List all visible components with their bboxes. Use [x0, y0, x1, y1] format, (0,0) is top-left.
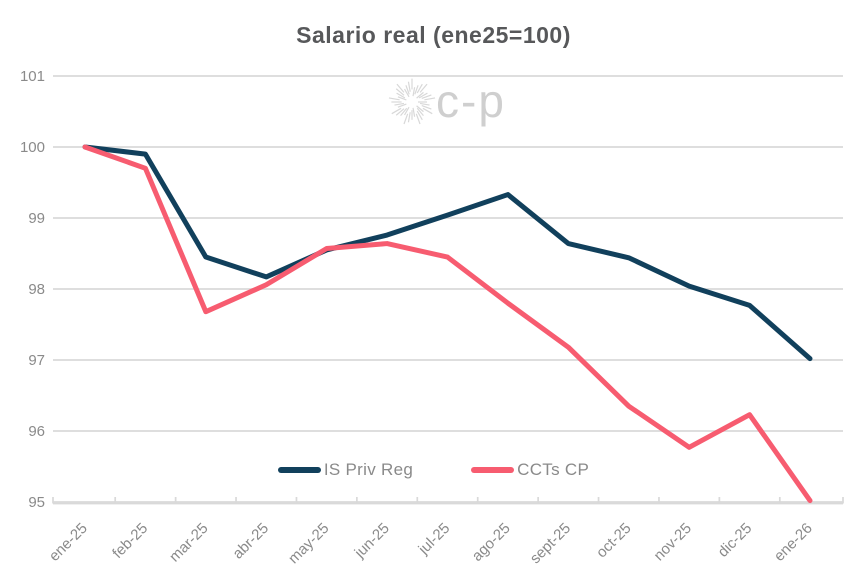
watermark-text: c-p: [436, 75, 506, 127]
sunburst-ray: [388, 97, 400, 101]
x-tick-label: mar-25: [166, 520, 212, 566]
legend-label: CCTs CP: [517, 460, 590, 479]
sunburst-ray: [397, 103, 407, 108]
y-tick-label: 99: [28, 210, 45, 227]
series-layer: [82, 144, 813, 504]
sunburst-ray: [396, 92, 406, 99]
sunburst-ray: [419, 83, 428, 93]
sunburst-ray: [424, 97, 436, 101]
sunburst-ray: [416, 83, 423, 94]
sunburst-ray: [391, 107, 402, 115]
legend: IS Priv Reg CCTs CP: [0, 460, 867, 480]
legend-swatch-pink-icon: [471, 467, 515, 473]
sunburst-ray: [416, 107, 424, 117]
axis-labels: 95 96 97 98 99 100 101 ene-25 feb-25 mar-25 abr-25…: [20, 68, 816, 567]
legend-item-ccts-cp: CCTs CP: [471, 460, 589, 480]
x-tick-label: ene-25: [46, 520, 91, 565]
x-tick-label: dic-25: [714, 520, 755, 561]
sunburst-ray: [403, 113, 409, 125]
x-tick-label: ene-26: [771, 520, 816, 565]
y-tick-label: 100: [20, 139, 45, 156]
sunburst-ray: [416, 105, 424, 113]
sunburst-ray: [421, 104, 432, 110]
x-tick-label: nov-25: [651, 520, 695, 564]
x-tick-label: abr-25: [229, 520, 272, 563]
sunburst-ray: [403, 106, 410, 116]
sunburst-ray: [395, 108, 405, 116]
y-tick-label: 101: [20, 68, 45, 85]
sunburst-icon: [388, 78, 436, 125]
sunburst-ray: [418, 92, 428, 99]
x-tick-label: jun-25: [351, 520, 393, 562]
y-tick-label: 97: [28, 352, 45, 369]
sunburst-ray: [414, 85, 419, 95]
sunburst-ray: [421, 94, 432, 100]
watermark: c-p: [388, 75, 506, 127]
sunburst-ray: [400, 107, 408, 117]
legend-item-is-priv-reg: IS Priv Reg: [277, 460, 414, 480]
sunburst-ray: [416, 91, 424, 99]
series-line-is-priv-reg: [82, 144, 813, 362]
sunburst-ray: [407, 112, 411, 123]
sunburst-ray: [422, 107, 433, 115]
x-tick-label: sept-25: [527, 520, 574, 567]
x-tick-label: oct-25: [593, 520, 635, 562]
sunburst-ray: [416, 110, 423, 121]
y-tick-label: 98: [28, 281, 45, 298]
chart-title: Salario real (ene25=100): [296, 22, 571, 48]
x-tick-label: ago-25: [469, 520, 514, 565]
y-tick-label: 95: [28, 494, 45, 511]
x-tick-label: feb-25: [109, 520, 151, 562]
legend-swatch-dark-icon: [277, 467, 321, 473]
sunburst-ray: [412, 107, 416, 117]
series-line-ccts-cp: [82, 144, 813, 504]
x-tick-label: may-25: [285, 520, 332, 567]
sunburst-ray: [397, 96, 407, 101]
sunburst-ray: [419, 102, 430, 106]
sunburst-ray: [396, 83, 405, 93]
y-tick-label: 96: [28, 423, 45, 440]
legend-label: IS Priv Reg: [323, 460, 414, 479]
sunburst-ray: [395, 88, 405, 96]
sunburst-ray: [407, 81, 411, 92]
x-tick-label: jul-25: [415, 520, 454, 559]
x-axis: [52, 497, 844, 505]
sunburst-ray: [415, 113, 421, 125]
grid-layer: [53, 75, 843, 503]
sunburst-ray: [403, 88, 410, 98]
sunburst-ray: [394, 102, 405, 106]
sunburst-ray: [412, 87, 416, 97]
sunburst-ray: [405, 85, 410, 95]
